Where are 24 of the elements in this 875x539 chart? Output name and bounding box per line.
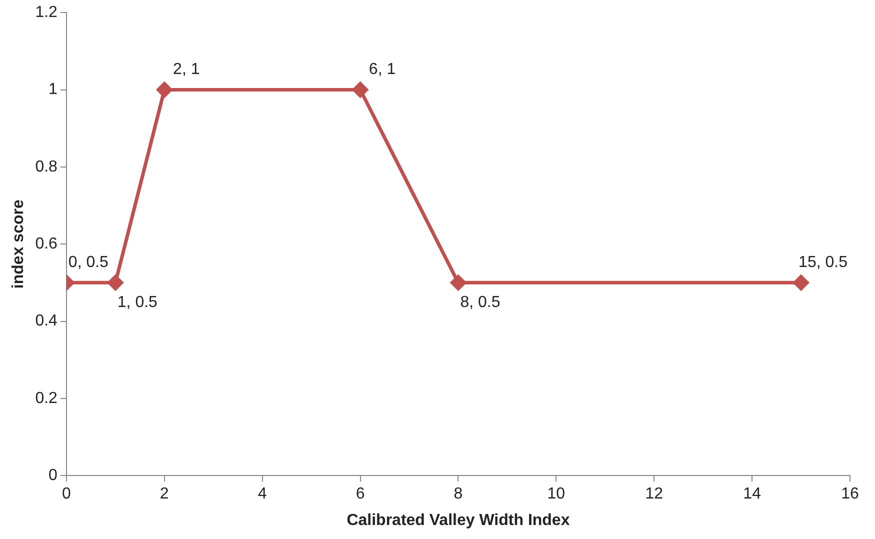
x-tick-label: 4 bbox=[258, 486, 267, 503]
y-tick-label: 0.2 bbox=[35, 390, 58, 407]
y-tick-label: 1 bbox=[48, 81, 58, 98]
x-tick-label: 8 bbox=[454, 486, 463, 503]
y-tick-label: 1.2 bbox=[35, 4, 58, 22]
data-label: 15, 0.5 bbox=[798, 254, 848, 272]
data-label: 6, 1 bbox=[368, 61, 396, 78]
x-tick-label: 16 bbox=[841, 486, 859, 503]
x-tick-label: 0 bbox=[62, 486, 71, 503]
y-tick-label: 0.8 bbox=[35, 158, 58, 176]
y-axis-title: index score bbox=[10, 200, 28, 289]
x-tick-label: 14 bbox=[743, 486, 762, 503]
x-tick-label: 10 bbox=[547, 486, 566, 503]
y-tick-label: 0.6 bbox=[35, 236, 58, 253]
data-label: 1, 0.5 bbox=[117, 294, 158, 312]
data-label: 8, 0.5 bbox=[460, 294, 500, 312]
x-tick-label: 2 bbox=[160, 486, 169, 503]
y-tick-label: 0 bbox=[48, 467, 58, 484]
x-tick-label: 12 bbox=[645, 486, 664, 503]
data-label: 0, 0.5 bbox=[68, 254, 109, 272]
x-tick-label: 6 bbox=[356, 486, 365, 503]
y-tick-label: 0.4 bbox=[35, 312, 58, 330]
x-axis-title: Calibrated Valley Width Index bbox=[346, 512, 570, 529]
data-label: 2, 1 bbox=[173, 61, 200, 78]
